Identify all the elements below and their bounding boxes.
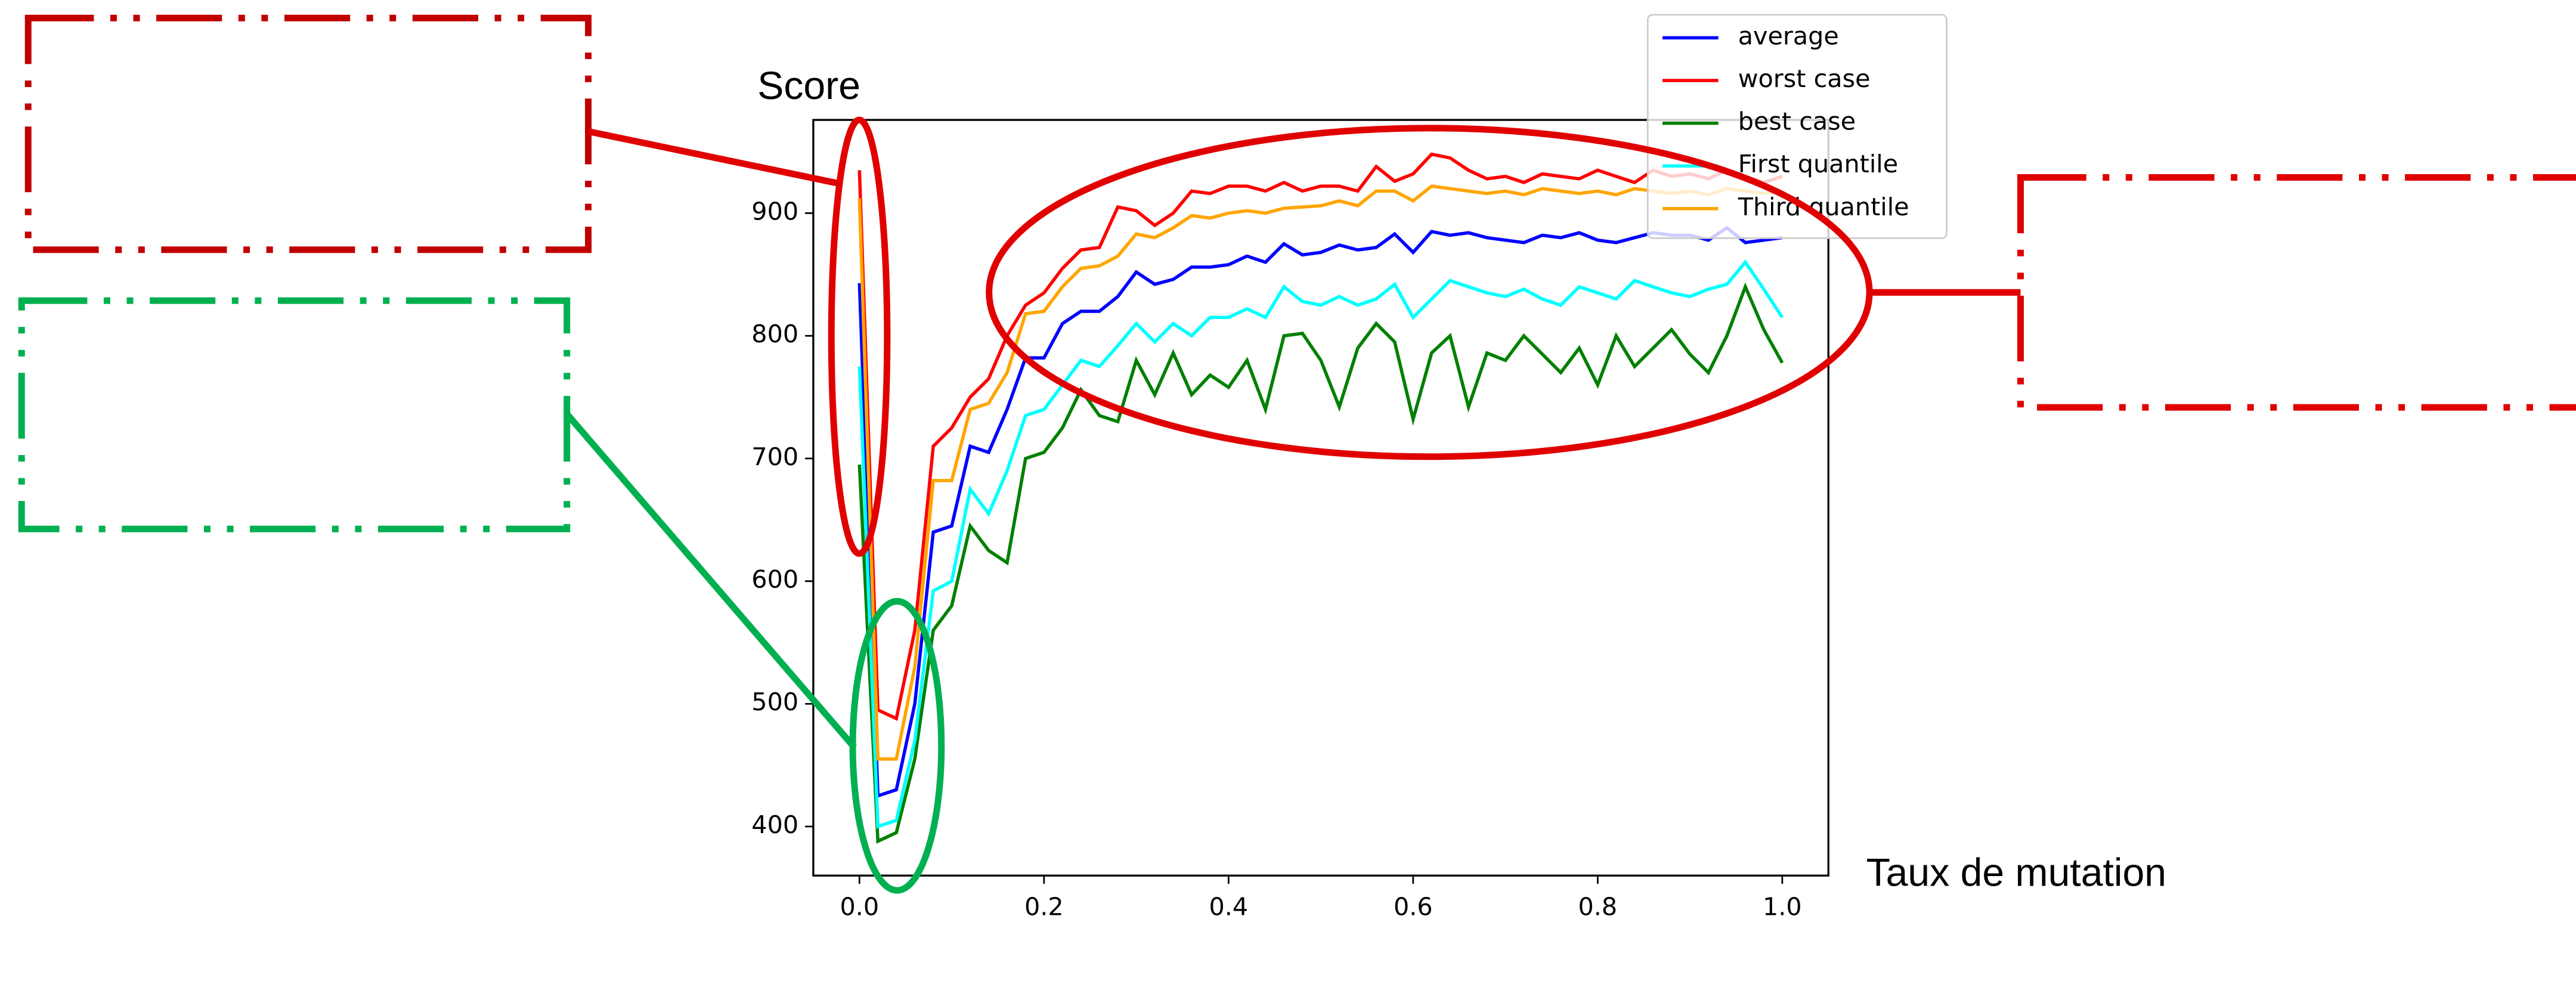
y-tick-label: 800 (751, 320, 798, 348)
x-tick-label: 0.2 (1024, 892, 1064, 921)
y-tick-label: 700 (751, 443, 798, 471)
highlight-ellipse (828, 116, 891, 557)
highlight-ellipse (849, 598, 945, 894)
series-line (857, 184, 1783, 761)
legend-box (1646, 14, 1948, 239)
highlight-ellipse (986, 125, 1873, 460)
connector (564, 411, 857, 750)
x-axis-label: Taux de mutation (1866, 851, 2166, 895)
x-tick-label: 0.6 (1394, 892, 1433, 921)
series-line (857, 225, 1783, 799)
y-tick-label: 900 (751, 197, 798, 225)
y-tick-label: 400 (751, 810, 798, 839)
x-label-bg (1856, 843, 2218, 905)
series-line (857, 152, 1783, 721)
legend-label: best case (1738, 107, 1856, 136)
x-tick-label: 1.0 (1763, 892, 1802, 921)
x-tick-label: 0.0 (840, 892, 879, 921)
x-tick-label: 0.8 (1578, 892, 1618, 921)
annotations (18, 14, 2576, 750)
x-tick-label: 0.4 (1209, 892, 1248, 921)
series-line (857, 259, 1784, 829)
y-tick-label: 500 (751, 688, 798, 716)
red-box-right (2017, 174, 2576, 411)
connector (587, 128, 842, 187)
y-axis-label: Score (757, 64, 860, 108)
red-box-left (24, 14, 592, 253)
green-box (18, 297, 571, 533)
legend-label: average (1738, 21, 1839, 50)
plot-frame (812, 119, 1829, 877)
legend-label: First quantile (1738, 150, 1898, 178)
y-tick-label: 600 (751, 565, 798, 594)
legend-label: worst case (1738, 64, 1871, 93)
series-line (857, 282, 1784, 844)
